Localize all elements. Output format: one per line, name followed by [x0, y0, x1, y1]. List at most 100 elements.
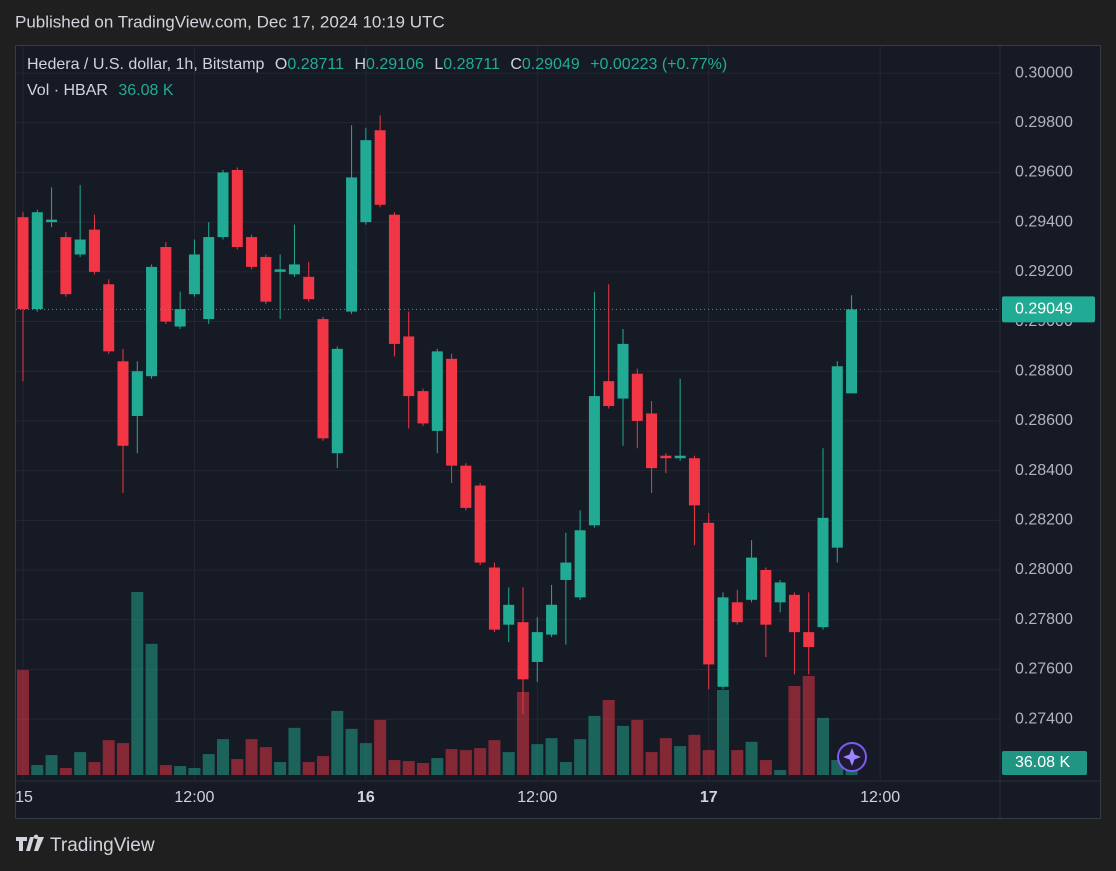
volume-value: 36.08 K: [118, 82, 173, 99]
ohlc-label: C: [510, 56, 522, 73]
volume-bar: [602, 699, 615, 775]
volume-bar: [359, 743, 372, 775]
volume-bar: [688, 734, 701, 775]
candle-body: [646, 413, 658, 469]
volume-bar: [331, 710, 344, 775]
candle-body: [374, 130, 386, 205]
legend-line: Hedera / U.S. dollar, 1h, Bitstamp O0.28…: [27, 56, 727, 73]
y-tick-label: 0.27400: [1015, 710, 1073, 727]
volume-bar: [445, 749, 458, 775]
volume-bar: [531, 744, 544, 775]
volume-bar: [788, 685, 801, 775]
candle-body: [746, 557, 758, 600]
candle-body: [831, 366, 843, 548]
x-tick-label: 15: [15, 789, 33, 806]
candle-body: [274, 269, 286, 272]
candle-body: [546, 604, 558, 635]
ohlc-label: L: [434, 56, 443, 73]
candle-body: [703, 522, 715, 665]
volume-bar: [545, 738, 558, 775]
volume-bar: [274, 762, 287, 775]
volume-bar: [702, 750, 715, 775]
volume-bar: [588, 715, 601, 775]
x-tick-label: 17: [700, 789, 718, 806]
candle-body: [74, 239, 86, 255]
candle-body: [417, 391, 429, 424]
candle-body: [788, 594, 800, 633]
candle-body: [631, 373, 643, 421]
y-tick-label: 0.30000: [1015, 64, 1073, 81]
volume-bar: [88, 762, 101, 775]
y-tick-label: 0.27800: [1015, 611, 1073, 628]
candle-body: [88, 229, 100, 272]
volume-bar: [774, 770, 787, 775]
y-tick-label: 0.28600: [1015, 412, 1073, 429]
y-tick-label: 0.28200: [1015, 512, 1073, 529]
volume-bar: [645, 752, 658, 775]
ohlc-value: 0.29106: [366, 56, 424, 73]
chart-panel: [15, 45, 1101, 819]
ohlc-value: 0.28711: [443, 56, 500, 73]
candle-body: [803, 632, 815, 648]
footer-brand: TradingView: [50, 835, 155, 856]
volume-legend: Vol · HBAR 36.08 K: [27, 82, 174, 99]
volume-bar: [488, 740, 501, 775]
volume-bar: [402, 761, 415, 775]
y-tick-label: 0.27600: [1015, 661, 1073, 678]
candle-body: [403, 336, 415, 397]
volume-name: Vol · HBAR: [27, 82, 108, 99]
candle-body: [260, 256, 272, 302]
volume-bar: [659, 738, 672, 775]
volume-bar: [302, 762, 315, 775]
volume-bar: [145, 643, 158, 775]
last-price-label: 0.29049: [1015, 301, 1073, 318]
candle-body: [360, 140, 372, 223]
candle-body: [846, 309, 858, 394]
y-tick-label: 0.29400: [1015, 213, 1073, 230]
candle-body: [503, 604, 515, 625]
y-tick-label: 0.29600: [1015, 164, 1073, 181]
candle-body: [217, 172, 229, 238]
candle-body: [31, 212, 43, 310]
ohlc-value: 0.29049: [522, 56, 580, 73]
candle-body: [288, 264, 300, 275]
plot: [16, 115, 1000, 775]
candle-body: [517, 622, 529, 680]
candle-body: [246, 237, 258, 267]
candle-body: [774, 582, 786, 603]
candle-body: [717, 597, 729, 687]
candle-body: [560, 562, 572, 580]
volume-bar: [231, 759, 244, 775]
footer-logo: [16, 834, 44, 851]
volume-bar: [159, 765, 172, 775]
axes: 0.30000 0.29800 0.29600 0.29400 0.29200 0.290…: [15, 64, 1095, 806]
candle-body: [588, 396, 600, 526]
candle-body: [617, 343, 629, 399]
candle-body: [688, 458, 700, 506]
volume-bar: [474, 748, 487, 775]
y-tick-label: 0.29800: [1015, 114, 1073, 131]
volume-bar: [817, 717, 829, 775]
candle-body: [460, 465, 472, 508]
candle-body: [117, 361, 129, 446]
candle-body: [174, 309, 186, 327]
candle-body: [317, 319, 329, 439]
volume-bar: [802, 676, 815, 775]
candle-body: [760, 570, 772, 625]
volume-bar: [102, 740, 115, 775]
candle-body: [60, 237, 72, 295]
candle-body: [431, 351, 443, 431]
candle-body: [388, 214, 400, 344]
volume-bar: [31, 765, 44, 775]
y-tick-label: 0.28800: [1015, 362, 1073, 379]
chart-title: Published on TradingView.com, Dec 17, 20…: [15, 12, 445, 31]
assistant-icon[interactable]: [837, 742, 867, 772]
candle-body: [446, 358, 458, 466]
x-tick-label: 12:00: [517, 789, 557, 806]
volume-bar: [731, 750, 744, 775]
volume-tag-label: 36.08 K: [1015, 754, 1070, 771]
candle-body: [46, 219, 58, 223]
volume-bar: [417, 763, 429, 775]
volume-bar: [517, 691, 529, 775]
